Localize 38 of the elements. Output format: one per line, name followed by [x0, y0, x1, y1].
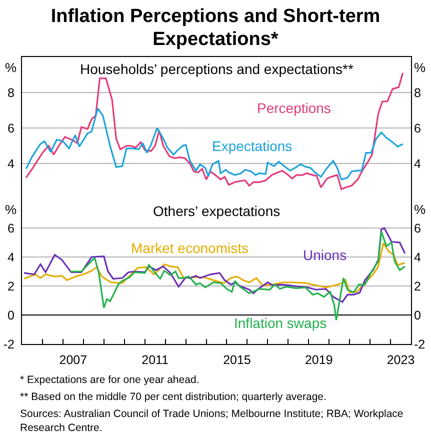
y-tick-label: 2 [8, 279, 15, 294]
y2-tick-label: 4 [414, 250, 421, 264]
x-tick-label: 2019 [304, 353, 333, 367]
x-tick-label: 2011 [142, 353, 169, 367]
y2-tick-label: 6 [414, 221, 421, 236]
x-tick-label: 2007 [59, 353, 88, 367]
series-label: Inflation swaps [234, 315, 327, 331]
series-label: Expectations [212, 138, 292, 154]
y2-tick-label: 8 [414, 86, 421, 100]
y2-tick-label: 0 [414, 308, 421, 322]
chart-title: Others’ expectations [153, 203, 280, 219]
line-series [23, 242, 406, 294]
y-tick-label: 0 [8, 308, 15, 322]
y-tick-label: 4 [8, 250, 15, 264]
chart-subtitle: Households’ perceptions and expectations** [80, 61, 354, 77]
x-tick-label: 2023 [386, 353, 415, 367]
y2-tick-label: 4 [414, 156, 421, 171]
text: Perceptions [257, 100, 331, 116]
y-tick-label: -2 [3, 337, 15, 352]
series-label: Market economists [131, 240, 248, 256]
y2-tick-label: 2 [414, 279, 421, 294]
source-note: Sources: Australian Council of Trade Unions; Melbourne Institute; RBA; Workplace Research Centre. [20, 407, 404, 435]
y-tick-label: 6 [8, 121, 15, 136]
y2-axis-title: % [414, 202, 426, 217]
y-tick-label: 6 [8, 221, 15, 236]
y-tick-label: 4 [8, 156, 15, 171]
text: ** Based on the middle 70 per cent distribution; quarterly average. [20, 390, 328, 404]
y2-tick-label: -2 [414, 337, 426, 352]
chart-title: Inflation Perceptions and Short-term Expectations* [50, 5, 382, 52]
y2-tick-label: 6 [414, 121, 421, 136]
y-axis-title: % [5, 60, 17, 75]
x-tick-label: 2015 [223, 353, 251, 367]
series-label: Unions [303, 247, 347, 263]
y-tick-label: 8 [8, 86, 15, 100]
line-series [23, 227, 406, 303]
y2-axis-title: % [414, 60, 426, 75]
text: * Expectations are for one year ahead. [20, 373, 200, 387]
y-axis-title: % [5, 202, 17, 217]
